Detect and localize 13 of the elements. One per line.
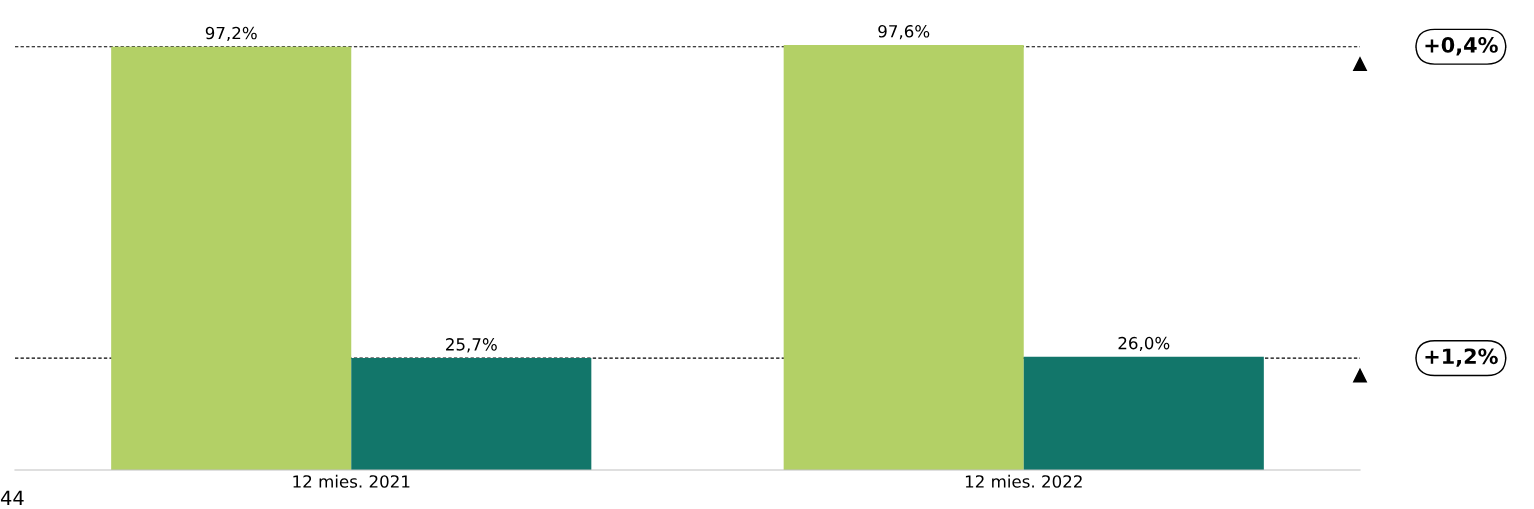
data-label: 26,0% [1118,336,1170,352]
bar [1023,356,1264,471]
data-label: 97,6% [878,24,930,40]
x-tick-label: 12 mies. 2022 [965,474,1082,488]
bar [783,45,1024,471]
text: +1,2% [1425,348,1498,367]
bar [111,46,352,471]
text: +0,4% [1425,37,1498,56]
data-label: 97,2% [205,26,257,42]
text: 44 [0,490,24,505]
x-tick-label: 12 mies. 2021 [293,474,410,488]
data-label: 25,7% [446,338,497,353]
bar [351,358,592,471]
